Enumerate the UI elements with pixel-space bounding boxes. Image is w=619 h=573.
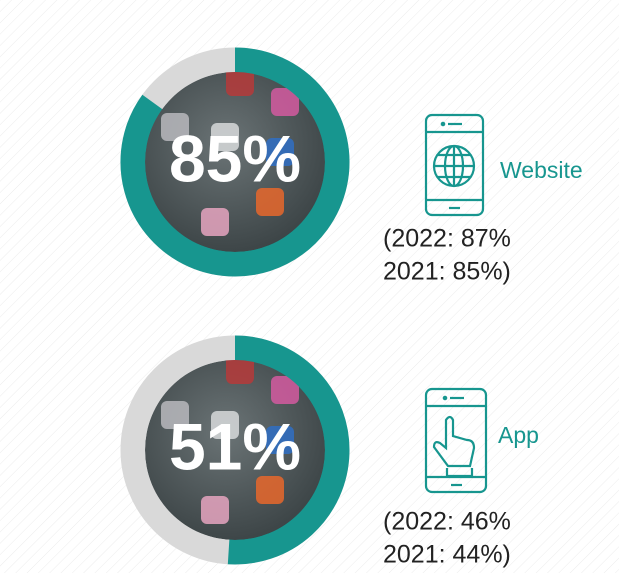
die [201,496,229,524]
comparison-note: (2022: 46% [383,508,511,536]
value-label: 51% [169,409,301,483]
channel-label: Website [500,157,583,183]
value-label: 85% [169,121,301,195]
page: {"chart_data": [ {"type": "donut", "valu… [0,0,619,573]
infographic: 85% Website (2022: 87% 2021: 85%) 51% App (202… [0,0,619,573]
die [201,208,229,236]
comparison-note: (2022: 87% [383,225,511,253]
comparison-note: 2021: 85%) [383,258,511,286]
comparison-note: 2021: 44%) [383,541,511,569]
channel-label: App [498,422,539,448]
